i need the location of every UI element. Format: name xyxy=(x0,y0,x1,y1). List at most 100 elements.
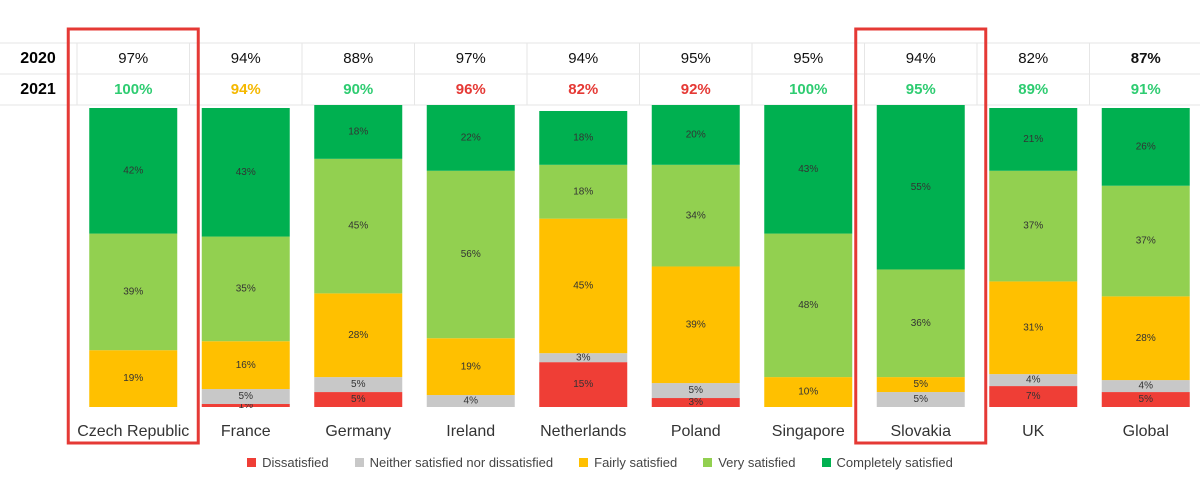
data-label-completely-satisfied-germany: 18% xyxy=(348,127,368,138)
bar-dissatisfied-france xyxy=(201,404,290,407)
data-label-completely-satisfied-poland: 20% xyxy=(686,130,706,141)
bar-completely-satisfied-netherlands xyxy=(539,110,628,165)
bar-dissatisfied-poland xyxy=(651,398,740,407)
data-label-very-satisfied-global: 37% xyxy=(1136,236,1156,247)
value-2021-poland: 92% xyxy=(681,81,711,98)
bar-dissatisfied-germany xyxy=(314,392,403,407)
bar-very-satisfied-uk xyxy=(989,170,1078,282)
bar-very-satisfied-poland xyxy=(651,164,740,267)
legend-item-completely-satisfied: Completely satisfied xyxy=(821,455,953,470)
bar-very-satisfied-singapore xyxy=(764,233,853,378)
data-label-neither-satisfied-nor-dissatisfied-slovakia: 5% xyxy=(914,394,929,405)
category-label-global: Global xyxy=(1123,423,1169,440)
value-2021-singapore: 100% xyxy=(789,81,827,98)
bar-neither-satisfied-nor-dissatisfied-slovakia xyxy=(876,392,965,407)
bar-fairly-satisfied-singapore xyxy=(764,377,853,407)
bar-completely-satisfied-poland xyxy=(651,105,740,165)
data-label-completely-satisfied-uk: 21% xyxy=(1023,134,1043,145)
legend-label-very-satisfied: Very satisfied xyxy=(718,455,796,470)
bar-fairly-satisfied-poland xyxy=(651,266,740,384)
data-label-fairly-satisfied-uk: 31% xyxy=(1023,322,1043,333)
data-label-neither-satisfied-nor-dissatisfied-germany: 5% xyxy=(351,379,366,390)
value-2020-global: 87% xyxy=(1131,50,1161,67)
bar-completely-satisfied-ireland xyxy=(426,105,515,171)
data-label-very-satisfied-netherlands: 18% xyxy=(573,186,593,197)
bar-very-satisfied-germany xyxy=(314,158,403,294)
data-label-fairly-satisfied-global: 28% xyxy=(1136,333,1156,344)
bar-neither-satisfied-nor-dissatisfied-netherlands xyxy=(539,353,628,363)
data-label-neither-satisfied-nor-dissatisfied-ireland: 4% xyxy=(464,396,479,407)
bar-completely-satisfied-czech-republic xyxy=(89,108,178,234)
category-label-slovakia: Slovakia xyxy=(891,423,952,440)
bar-neither-satisfied-nor-dissatisfied-germany xyxy=(314,377,403,393)
data-label-completely-satisfied-slovakia: 55% xyxy=(911,182,931,193)
bar-very-satisfied-czech-republic xyxy=(89,233,178,351)
data-label-completely-satisfied-ireland: 22% xyxy=(461,133,481,144)
bar-very-satisfied-global xyxy=(1101,185,1190,297)
legend-item-fairly-satisfied: Fairly satisfied xyxy=(579,455,677,470)
value-2021-slovakia: 95% xyxy=(906,81,936,98)
legend-swatch-fairly-satisfied xyxy=(579,458,589,467)
bar-neither-satisfied-nor-dissatisfied-uk xyxy=(989,374,1078,387)
highlight-box-czech-republic xyxy=(66,27,200,445)
data-label-very-satisfied-singapore: 48% xyxy=(798,300,818,311)
value-2021-germany: 90% xyxy=(343,81,373,98)
bar-very-satisfied-slovakia xyxy=(876,269,965,378)
data-label-neither-satisfied-nor-dissatisfied-netherlands: 3% xyxy=(576,352,591,363)
bar-completely-satisfied-france xyxy=(201,108,290,237)
data-label-very-satisfied-poland: 34% xyxy=(686,210,706,221)
data-label-dissatisfied-germany: 5% xyxy=(351,394,366,405)
bar-very-satisfied-ireland xyxy=(426,170,515,339)
value-2020-netherlands: 94% xyxy=(568,50,598,67)
data-label-fairly-satisfied-ireland: 19% xyxy=(461,361,481,372)
bar-fairly-satisfied-netherlands xyxy=(539,218,628,354)
data-label-completely-satisfied-singapore: 43% xyxy=(798,164,818,175)
legend-item-very-satisfied: Very satisfied xyxy=(703,455,796,470)
value-2021-netherlands: 82% xyxy=(568,81,598,98)
value-2020-poland: 95% xyxy=(681,50,711,67)
legend-label-dissatisfied: Dissatisfied xyxy=(262,455,329,470)
category-label-singapore: Singapore xyxy=(772,423,845,440)
bar-neither-satisfied-nor-dissatisfied-france xyxy=(201,389,290,405)
bar-completely-satisfied-uk xyxy=(989,108,1078,171)
value-2021-czech-republic: 100% xyxy=(114,81,152,98)
value-2021-ireland: 96% xyxy=(456,81,486,98)
legend-swatch-dissatisfied xyxy=(247,458,257,467)
data-label-dissatisfied-uk: 7% xyxy=(1026,391,1041,402)
legend: Dissatisfied Neither satisfied nor dissat… xyxy=(0,455,1200,470)
value-2020-ireland: 97% xyxy=(456,50,486,67)
stacked-bar-chart: 2020 2021 97% 100% 19% 39% 42% Czech Republic 94… xyxy=(0,27,1200,445)
bar-fairly-satisfied-global xyxy=(1101,296,1190,381)
bar-dissatisfied-uk xyxy=(989,386,1078,407)
highlight-box-slovakia xyxy=(854,27,988,445)
data-label-very-satisfied-germany: 45% xyxy=(348,221,368,232)
category-label-france: France xyxy=(221,423,271,440)
legend-label-completely-satisfied: Completely satisfied xyxy=(836,455,953,470)
bar-fairly-satisfied-uk xyxy=(989,281,1078,375)
bar-neither-satisfied-nor-dissatisfied-ireland xyxy=(426,395,515,407)
legend-item-neither-satisfied-nor-dissatisfied: Neither satisfied nor dissatisfied xyxy=(354,455,553,470)
legend-swatch-very-satisfied xyxy=(703,458,713,467)
bar-completely-satisfied-singapore xyxy=(764,105,853,234)
data-label-dissatisfied-france: 1% xyxy=(239,400,254,411)
data-label-dissatisfied-global: 5% xyxy=(1139,394,1154,405)
bar-fairly-satisfied-ireland xyxy=(426,338,515,396)
data-label-completely-satisfied-global: 26% xyxy=(1136,142,1156,153)
data-label-very-satisfied-ireland: 56% xyxy=(461,249,481,260)
data-label-very-satisfied-slovakia: 36% xyxy=(911,318,931,329)
data-label-neither-satisfied-nor-dissatisfied-poland: 5% xyxy=(689,385,704,396)
data-label-neither-satisfied-nor-dissatisfied-uk: 4% xyxy=(1026,375,1041,386)
category-label-poland: Poland xyxy=(671,423,721,440)
category-label-czech-republic: Czech Republic xyxy=(77,423,189,440)
value-2021-global: 91% xyxy=(1131,81,1161,98)
data-label-fairly-satisfied-singapore: 10% xyxy=(798,387,818,398)
data-label-neither-satisfied-nor-dissatisfied-france: 5% xyxy=(239,391,254,402)
data-label-completely-satisfied-france: 43% xyxy=(236,167,256,178)
bar-fairly-satisfied-czech-republic xyxy=(89,350,178,407)
legend-label-fairly-satisfied: Fairly satisfied xyxy=(594,455,678,470)
bar-completely-satisfied-global xyxy=(1101,108,1190,186)
data-label-neither-satisfied-nor-dissatisfied-global: 4% xyxy=(1139,381,1154,392)
data-label-fairly-satisfied-germany: 28% xyxy=(348,330,368,341)
category-label-ireland: Ireland xyxy=(446,423,495,440)
legend-swatch-completely-satisfied xyxy=(821,458,831,467)
